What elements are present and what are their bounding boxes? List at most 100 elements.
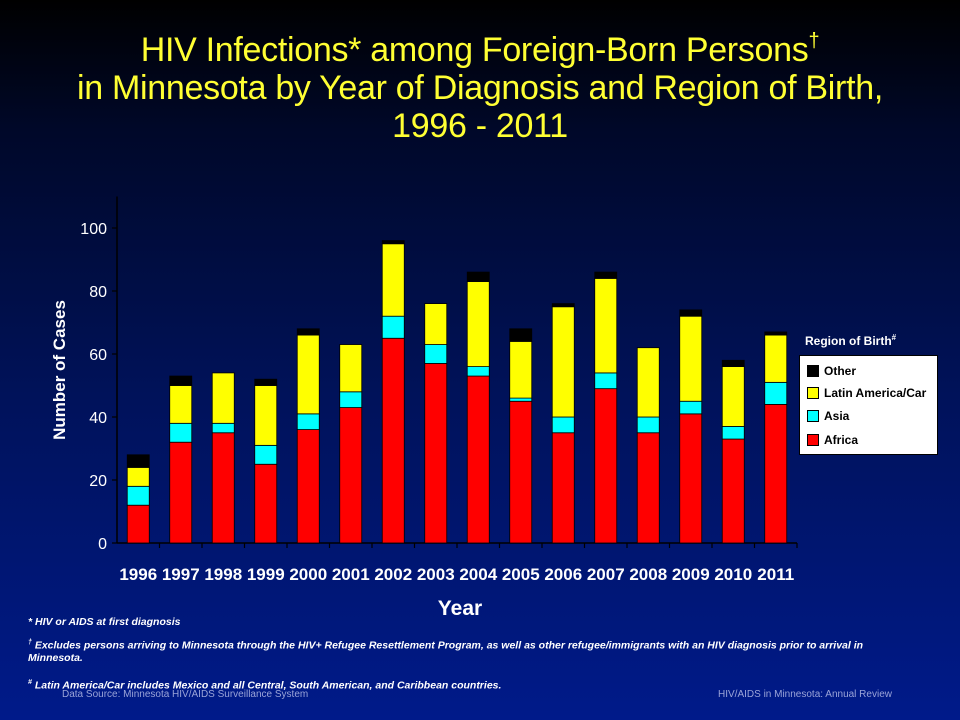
bar-segment-latin-america-car-2001 (339, 344, 363, 393)
legend-item-asia: Asia (807, 409, 849, 423)
bar-segment-asia-2003 (424, 344, 448, 364)
bar-segment-africa-2005 (509, 400, 533, 544)
x-tick-label-1996: 1996 (119, 565, 157, 584)
bar-segment-asia-1997 (169, 422, 193, 443)
bar-segment-latin-america-car-1996 (126, 466, 150, 487)
x-tick-label-2010: 2010 (714, 565, 752, 584)
bar-segment-other-2011 (764, 331, 788, 336)
x-tick-label-2003: 2003 (417, 565, 455, 584)
bar-segment-other-1996 (126, 454, 150, 468)
bar-segment-other-1997 (169, 375, 193, 386)
bar-segment-asia-1999 (254, 444, 278, 465)
bar-segment-africa-2010 (721, 438, 745, 544)
x-tick-label-2011: 2011 (757, 565, 794, 584)
legend-swatch-latin-america (807, 387, 819, 399)
bar-segment-latin-america-car-2006 (551, 306, 575, 418)
x-tick-label-2000: 2000 (289, 565, 327, 584)
legend-label-asia: Asia (824, 409, 850, 423)
bar-segment-africa-2000 (296, 429, 320, 544)
legend-label-other: Other (824, 364, 857, 378)
legend-swatch-asia (807, 410, 819, 422)
bar-segment-latin-america-car-2011 (764, 334, 788, 383)
footnote-star: * HIV or AIDS at first diagnosis (28, 616, 181, 628)
report-name: HIV/AIDS in Minnesota: Annual Review (718, 689, 892, 700)
bar-segment-latin-america-car-2009 (679, 315, 703, 402)
x-tick-label-2007: 2007 (587, 565, 625, 584)
legend-title: Region of Birth# (805, 333, 897, 348)
title-line-2: in Minnesota by Year of Diagnosis and Re… (77, 69, 883, 107)
x-tick-label-2009: 2009 (672, 565, 710, 584)
bar-segment-other-2004 (466, 271, 490, 282)
bar-segment-africa-2004 (466, 375, 490, 544)
bar-segment-africa-2009 (679, 413, 703, 544)
bar-segment-asia-1998 (211, 422, 235, 434)
legend-item-latin-america: Latin America/Car (807, 386, 926, 400)
bar-segment-latin-america-car-2000 (296, 334, 320, 415)
y-tick-label: 80 (89, 284, 107, 301)
legend-label-latin-america: Latin America/Car (824, 386, 927, 400)
bar-segment-asia-1996 (126, 485, 150, 506)
bar-segment-latin-america-car-2002 (381, 243, 405, 317)
x-tick-label-2005: 2005 (502, 565, 540, 584)
legend-item-other: Other (807, 364, 856, 378)
bar-segment-africa-1998 (211, 432, 235, 544)
bar-segment-other-2006 (551, 303, 575, 308)
x-tick-label-1997: 1997 (162, 565, 200, 584)
bar-segment-asia-2001 (339, 391, 363, 408)
y-tick-label: 40 (89, 410, 107, 427)
x-tick-label-2004: 2004 (459, 565, 497, 584)
bar-segment-latin-america-car-2005 (509, 340, 533, 399)
y-tick-label: 20 (89, 473, 107, 490)
legend-swatch-africa (807, 434, 819, 446)
bar-segment-latin-america-car-2003 (424, 303, 448, 345)
bar-segment-africa-2003 (424, 363, 448, 544)
bar-segment-africa-1999 (254, 463, 278, 544)
bar-segment-asia-2004 (466, 366, 490, 377)
bar-segment-asia-2002 (381, 315, 405, 339)
bar-segment-latin-america-car-2007 (594, 277, 618, 374)
bar-segment-other-2005 (509, 328, 533, 342)
legend: Other Latin America/Car Asia Africa (799, 355, 938, 455)
bar-segment-africa-1996 (126, 504, 150, 544)
bar-segment-asia-2011 (764, 381, 788, 405)
x-axis-label: Year (437, 597, 483, 620)
bar-segment-latin-america-car-2010 (721, 366, 745, 427)
bar-segment-latin-america-car-2004 (466, 281, 490, 367)
footnote-hash: # Latin America/Car includes Mexico and … (28, 679, 502, 692)
bar-segment-latin-america-car-2008 (636, 347, 660, 418)
bar-segment-africa-2002 (381, 337, 405, 544)
bar-segment-asia-2000 (296, 413, 320, 431)
chart-title: HIV Infections* among Foreign-Born Perso… (0, 22, 960, 145)
legend-label-africa: Africa (824, 433, 859, 447)
bar-segment-latin-america-car-1998 (211, 372, 235, 424)
x-tick-label-1999: 1999 (247, 565, 285, 584)
footnote-dagger: † Excludes persons arriving to Minnesota… (28, 639, 864, 664)
y-tick-label: 100 (80, 221, 107, 238)
x-tick-label-1998: 1998 (204, 565, 242, 584)
legend-swatch-other (807, 365, 819, 377)
y-axis-label: Number of Cases (50, 300, 69, 440)
bar-segment-asia-2005 (509, 397, 533, 402)
bar-segment-other-2007 (594, 271, 618, 279)
x-tick-label-2006: 2006 (544, 565, 582, 584)
bar-segment-africa-2011 (764, 403, 788, 544)
bar-segment-africa-2001 (339, 407, 363, 544)
title-line-3: 1996 - 2011 (392, 107, 568, 145)
bar-segment-asia-2007 (594, 372, 618, 390)
legend-item-africa: Africa (807, 433, 858, 447)
bar-segment-asia-2009 (679, 400, 703, 415)
bar-segment-other-2000 (296, 328, 320, 336)
bar-segment-africa-2006 (551, 432, 575, 544)
bar-segment-other-2002 (381, 240, 405, 245)
bar-segment-africa-2007 (594, 388, 618, 544)
bar-segment-latin-america-car-1999 (254, 385, 278, 446)
title-line-1: HIV Infections* among Foreign-Born Perso… (140, 30, 820, 69)
bar-segment-asia-2008 (636, 416, 660, 434)
bar-segment-latin-america-car-1997 (169, 385, 193, 424)
y-tick-label: 60 (89, 347, 107, 364)
x-tick-label-2001: 2001 (332, 565, 370, 584)
bar-segment-asia-2006 (551, 416, 575, 434)
bar-segment-other-2010 (721, 359, 745, 367)
x-tick-label-2002: 2002 (374, 565, 412, 584)
